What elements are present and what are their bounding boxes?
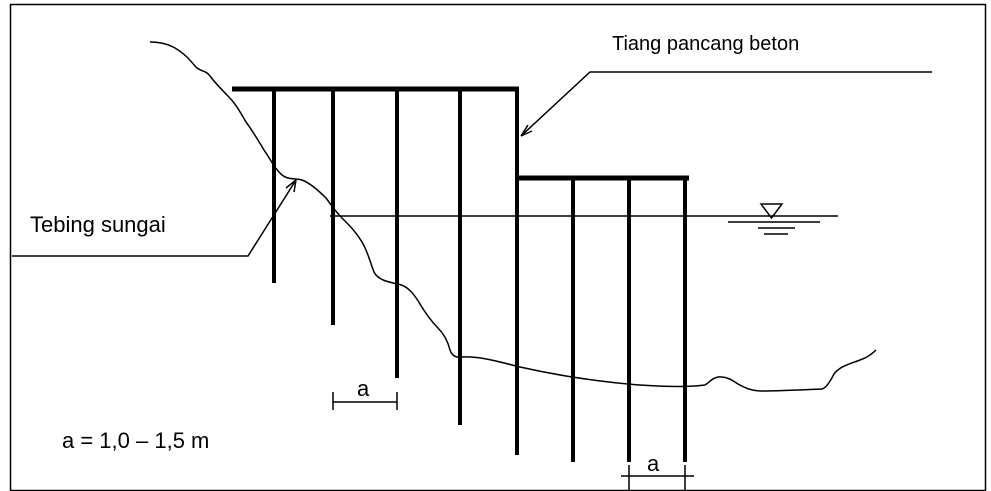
spacing-dimension-lower [621, 465, 694, 490]
spacing-symbol-upper: a [357, 376, 370, 401]
frame-border [9, 3, 987, 491]
pile-label-leader [520, 71, 932, 137]
bank-label-leader [12, 179, 297, 257]
pile-label: Tiang pancang beton [612, 33, 799, 55]
bank-label: Tebing sungai [30, 212, 166, 237]
water-level-icon [728, 203, 820, 235]
spacing-formula: a = 1,0 – 1,5 m [62, 428, 209, 453]
river-bank-profile [149, 41, 877, 392]
spacing-symbol-lower: a [647, 451, 660, 476]
spacing-dimension-upper [332, 392, 398, 410]
